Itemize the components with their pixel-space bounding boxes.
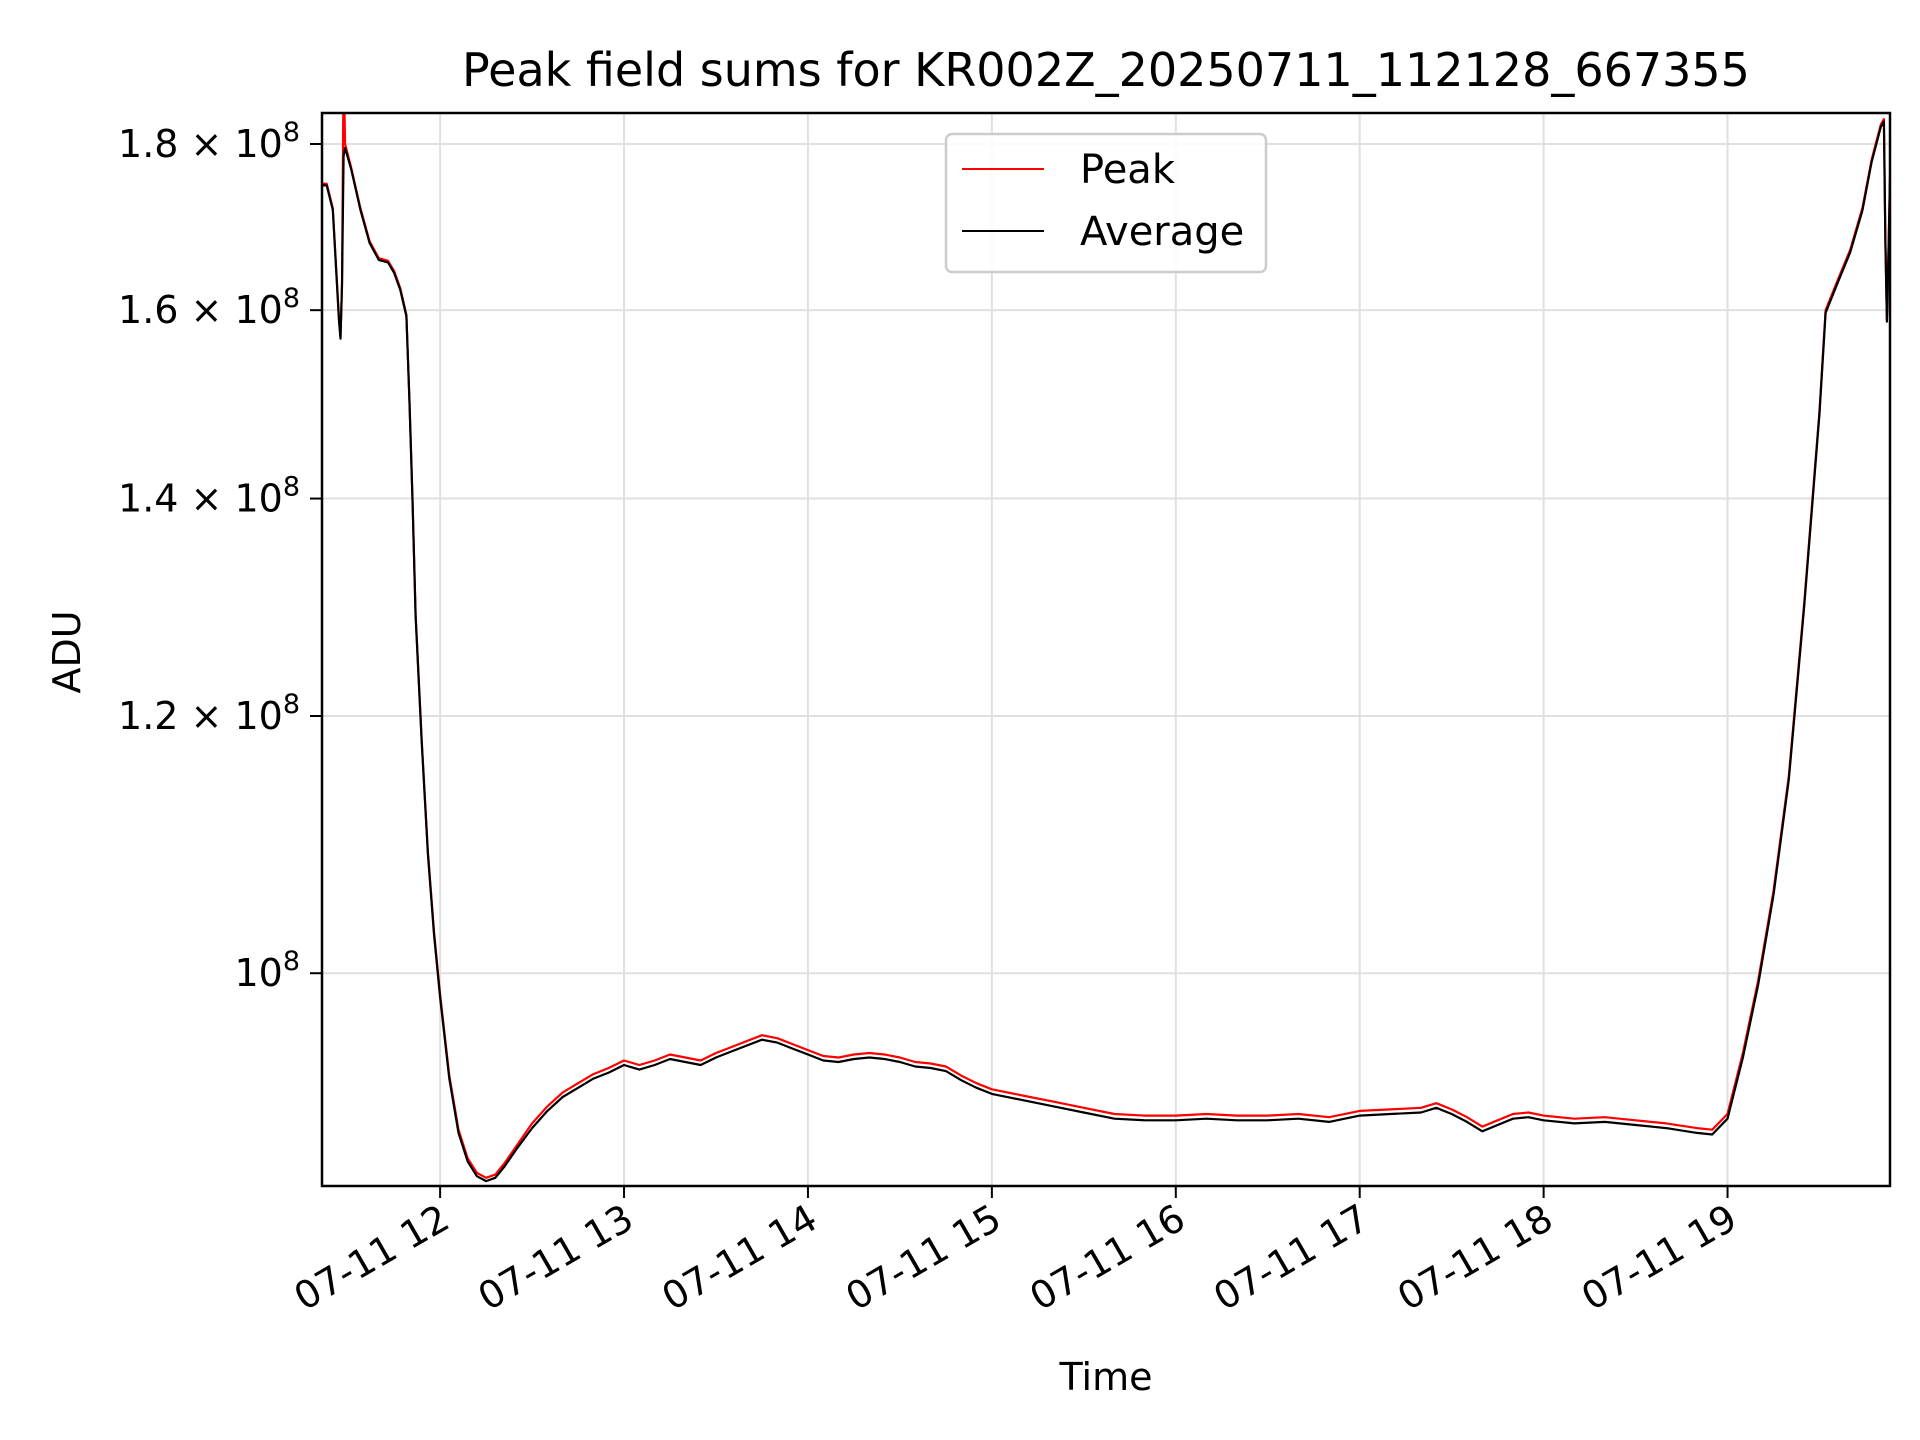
grid-lines [322, 113, 1890, 1186]
y-axis-ticks: 108 1.2 × 108 1.4 × 108 1.6 × 108 1.8 × 108 [118, 117, 322, 995]
y-tick-label: 1.8 × 108 [118, 117, 300, 166]
series-layer [322, 113, 1890, 1183]
legend-label-average: Average [1080, 209, 1244, 255]
x-axis-title: Time [1059, 1355, 1153, 1399]
y-tick-label: 108 [234, 946, 300, 995]
series-line-average [322, 120, 1890, 1183]
legend: Peak Average [944, 132, 1268, 274]
y-tick-label: 1.2 × 108 [118, 689, 300, 738]
legend-label-peak: Peak [1080, 147, 1176, 193]
y-tick-label: 1.6 × 108 [118, 283, 300, 332]
plot-frame [320, 111, 1892, 1188]
y-tick-label: 1.4 × 108 [118, 472, 300, 521]
y-axis-title: ADU [45, 610, 89, 693]
chart-title: Peak field sums for KR002Z_20250711_1121… [462, 43, 1750, 97]
